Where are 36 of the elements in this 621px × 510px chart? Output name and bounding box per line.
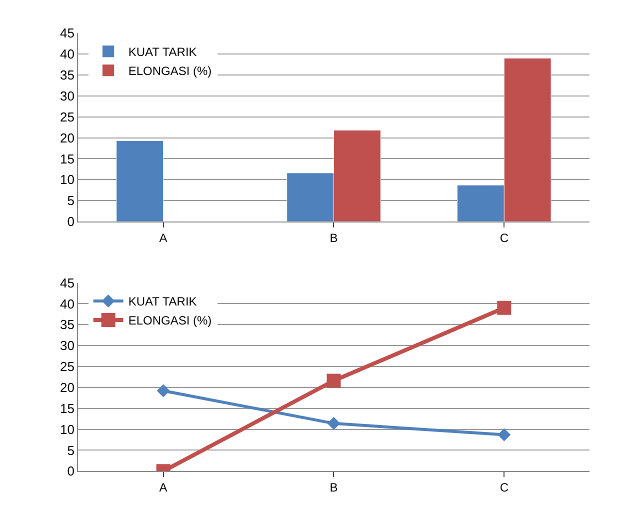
legend-label: KUAT TARIK [128,45,197,60]
y-tick-label: 15 [60,400,74,416]
point [326,374,341,388]
point [498,428,511,442]
y-tick-label: 0 [67,464,74,479]
x-tick-label: B [330,230,338,245]
point [156,384,170,398]
y-tick-label: 30 [60,88,74,104]
legend-label: ELONGASI (%) [128,64,212,78]
x-tick-label: B [330,480,338,495]
legend-label: ELONGASI (%) [128,314,212,328]
y-tick-label: 10 [60,422,74,437]
x-tick-label: A [159,480,168,495]
y-tick-label: 5 [67,193,74,208]
y-tick-label: 20 [60,130,74,146]
y-tick-label: 40 [60,46,74,62]
x-tick-label: A [159,230,168,245]
y-tick-label: 45 [60,26,74,41]
y-tick-label: 20 [60,380,74,395]
x-tick-label: C [500,480,509,495]
y-tick-label: 25 [60,109,74,124]
y-tick-label: 35 [60,68,74,83]
y-tick-label: 15 [60,151,74,166]
point [327,416,340,430]
y-tick-label: 25 [60,359,74,374]
y-tick-label: 30 [60,338,74,354]
y-tick-label: 0 [67,214,74,230]
x-tick-label: C [500,230,509,245]
point [497,300,512,315]
y-tick-label: 5 [67,442,74,458]
y-tick-label: 40 [60,296,74,312]
legend-label: KUAT TARIK [128,294,197,309]
y-tick-label: 35 [60,317,74,332]
y-tick-label: 10 [60,172,74,188]
y-tick-label: 45 [60,275,74,290]
bar [116,140,164,222]
